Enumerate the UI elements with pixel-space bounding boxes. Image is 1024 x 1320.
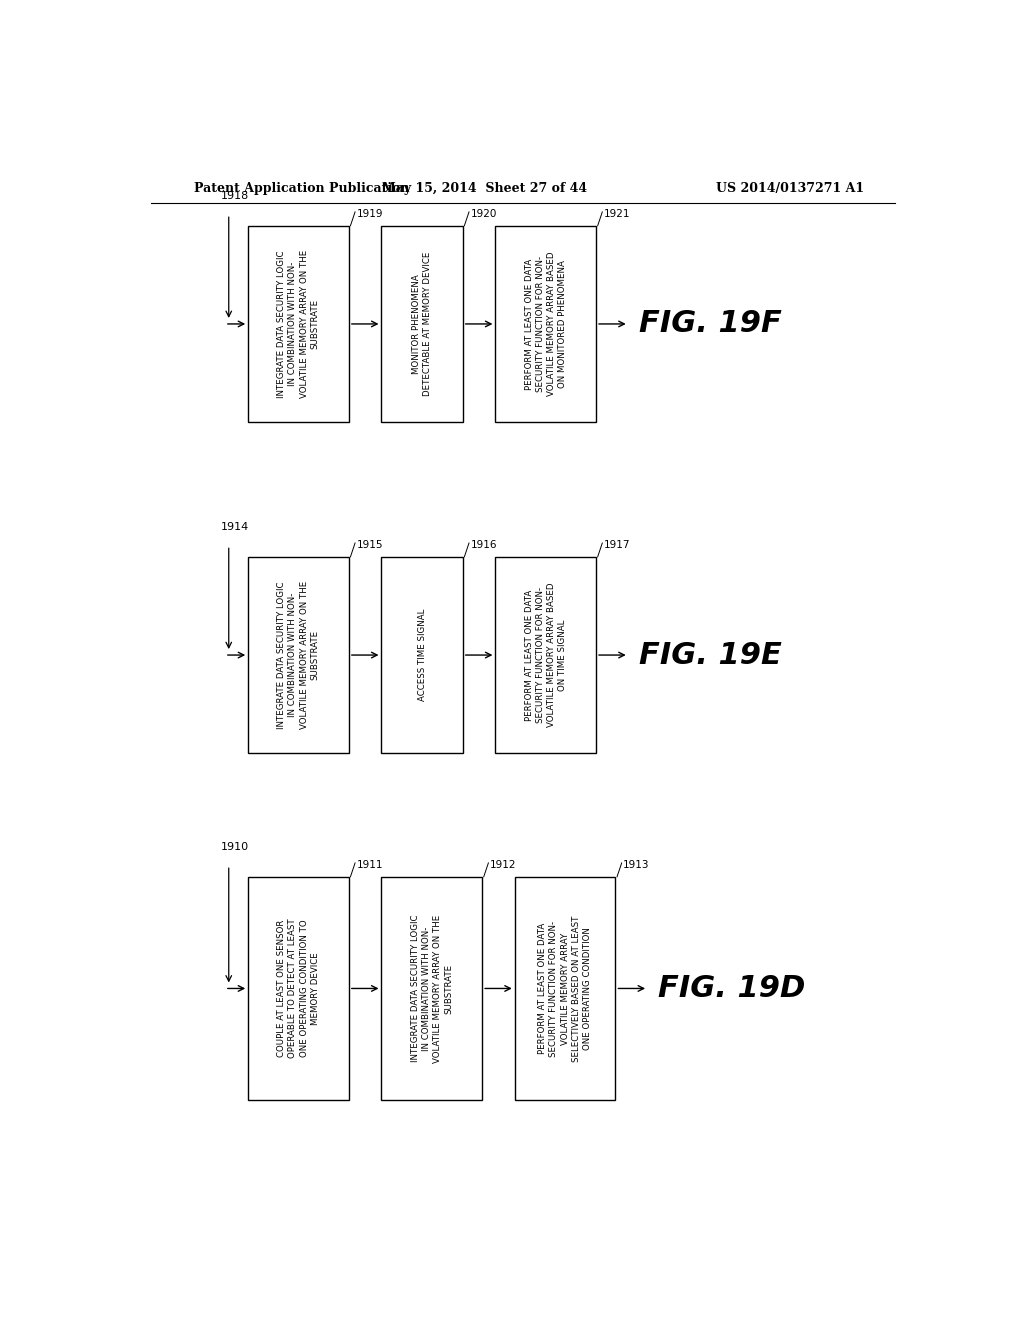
Text: 1911: 1911	[356, 859, 383, 870]
Text: PERFORM AT LEAST ONE DATA
SECURITY FUNCTION FOR NON-
VOLATILE MEMORY ARRAY
SELEC: PERFORM AT LEAST ONE DATA SECURITY FUNCT…	[539, 915, 592, 1061]
Text: 1919: 1919	[356, 209, 383, 219]
Text: 1920: 1920	[471, 209, 497, 219]
Bar	[496, 226, 596, 422]
Text: PERFORM AT LEAST ONE DATA
SECURITY FUNCTION FOR NON-
VOLATILE MEMORY ARRAY BASED: PERFORM AT LEAST ONE DATA SECURITY FUNCT…	[524, 583, 567, 727]
Text: 1912: 1912	[489, 859, 516, 870]
Text: INTEGRATE DATA SECURITY LOGIC
IN COMBINATION WITH NON-
VOLATILE MEMORY ARRAY ON : INTEGRATE DATA SECURITY LOGIC IN COMBINA…	[278, 249, 319, 399]
Bar	[381, 876, 482, 1100]
Text: 1910: 1910	[221, 842, 249, 853]
Text: INTEGRATE DATA SECURITY LOGIC
IN COMBINATION WITH NON-
VOLATILE MEMORY ARRAY ON : INTEGRATE DATA SECURITY LOGIC IN COMBINA…	[411, 915, 453, 1063]
Text: PERFORM AT LEAST ONE DATA
SECURITY FUNCTION FOR NON-
VOLATILE MEMORY ARRAY BASED: PERFORM AT LEAST ONE DATA SECURITY FUNCT…	[524, 252, 567, 396]
Bar	[381, 226, 463, 422]
Bar	[248, 876, 349, 1100]
Text: 1913: 1913	[624, 859, 649, 870]
Bar	[248, 226, 349, 422]
Text: COUPLE AT LEAST ONE SENSOR
OPERABLE TO DETECT AT LEAST
ONE OPERATING CONDITION T: COUPLE AT LEAST ONE SENSOR OPERABLE TO D…	[278, 919, 319, 1059]
Text: 1918: 1918	[221, 191, 249, 201]
Bar	[515, 876, 615, 1100]
Text: 1914: 1914	[221, 523, 249, 532]
Bar	[496, 557, 596, 754]
Text: Patent Application Publication: Patent Application Publication	[194, 182, 410, 194]
Bar	[248, 557, 349, 754]
Text: 1916: 1916	[471, 540, 497, 550]
Text: US 2014/0137271 A1: US 2014/0137271 A1	[716, 182, 864, 194]
Text: 1921: 1921	[604, 209, 631, 219]
Text: MONITOR PHENOMENA
DETECTABLE AT MEMORY DEVICE: MONITOR PHENOMENA DETECTABLE AT MEMORY D…	[412, 252, 432, 396]
Text: May 15, 2014  Sheet 27 of 44: May 15, 2014 Sheet 27 of 44	[382, 182, 587, 194]
Text: INTEGRATE DATA SECURITY LOGIC
IN COMBINATION WITH NON-
VOLATILE MEMORY ARRAY ON : INTEGRATE DATA SECURITY LOGIC IN COMBINA…	[278, 581, 319, 729]
Text: FIG. 19D: FIG. 19D	[658, 974, 806, 1003]
Bar	[381, 557, 463, 754]
Text: 1915: 1915	[356, 540, 383, 550]
Text: FIG. 19F: FIG. 19F	[639, 309, 781, 338]
Text: 1917: 1917	[604, 540, 631, 550]
Text: ACCESS TIME SIGNAL: ACCESS TIME SIGNAL	[418, 609, 427, 701]
Text: FIG. 19E: FIG. 19E	[639, 640, 781, 669]
